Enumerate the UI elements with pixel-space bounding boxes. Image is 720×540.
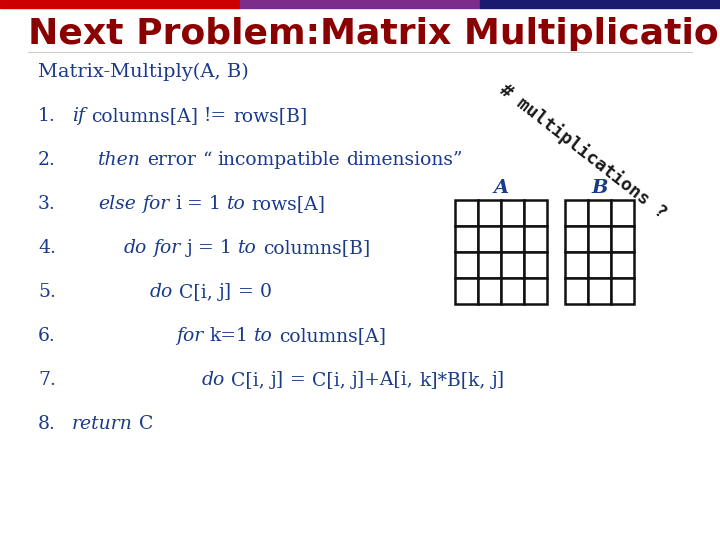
Text: k]*B[k,: k]*B[k,	[419, 371, 486, 389]
Text: columns[A]: columns[A]	[91, 107, 198, 125]
Bar	[240, 0, 480, 8]
Text: k=1: k=1	[210, 327, 248, 345]
Bar	[501, 226, 524, 252]
Text: columns[B]: columns[B]	[263, 239, 370, 257]
Bar	[524, 278, 547, 304]
Text: j]+A[i,: j]+A[i,	[351, 371, 413, 389]
Bar	[455, 278, 478, 304]
Text: 8.: 8.	[38, 415, 56, 433]
Text: !=: !=	[204, 107, 227, 125]
Bar	[501, 278, 524, 304]
Bar	[588, 200, 611, 226]
Text: 3.: 3.	[38, 195, 55, 213]
Text: j]: j]	[271, 371, 284, 389]
Text: j]: j]	[492, 371, 505, 389]
Text: for: for	[142, 195, 169, 213]
Text: incompatible: incompatible	[217, 151, 340, 169]
Text: Matrix-Multiply(A, B): Matrix-Multiply(A, B)	[38, 63, 248, 81]
Bar	[588, 226, 611, 252]
Bar	[565, 226, 588, 252]
Text: columns[A]: columns[A]	[279, 327, 386, 345]
Text: j]: j]	[219, 283, 232, 301]
Text: to: to	[227, 195, 246, 213]
Bar	[455, 252, 478, 278]
Text: 4.: 4.	[38, 239, 56, 257]
Text: =: =	[238, 283, 254, 301]
Bar	[0, 0, 240, 8]
Text: 1.: 1.	[38, 107, 55, 125]
Bar	[565, 278, 588, 304]
Bar	[524, 200, 547, 226]
Text: return: return	[72, 415, 133, 433]
Text: error: error	[147, 151, 196, 169]
Bar	[480, 0, 720, 8]
Text: C[i,: C[i,	[179, 283, 213, 301]
Bar	[478, 278, 501, 304]
Text: j: j	[186, 239, 192, 257]
Bar	[455, 226, 478, 252]
Bar	[588, 252, 611, 278]
Text: B: B	[591, 179, 608, 197]
Bar	[478, 226, 501, 252]
Text: else: else	[98, 195, 136, 213]
Bar	[611, 278, 634, 304]
Text: C[i,: C[i,	[312, 371, 346, 389]
Text: C: C	[139, 415, 153, 433]
Text: C[i,: C[i,	[231, 371, 265, 389]
Text: # multiplications ?: # multiplications ?	[496, 80, 670, 222]
Text: =: =	[187, 195, 203, 213]
Text: to: to	[238, 239, 256, 257]
Text: if: if	[72, 107, 85, 125]
Text: 6.: 6.	[38, 327, 55, 345]
Text: rows[B]: rows[B]	[233, 107, 307, 125]
Text: A: A	[493, 179, 508, 197]
Bar	[611, 252, 634, 278]
Text: 0: 0	[260, 283, 272, 301]
Text: 7.: 7.	[38, 371, 56, 389]
Bar	[524, 226, 547, 252]
Bar	[455, 200, 478, 226]
Bar	[501, 200, 524, 226]
Text: “: “	[202, 151, 211, 169]
Text: 1: 1	[209, 195, 221, 213]
Bar	[611, 226, 634, 252]
Text: 1: 1	[220, 239, 232, 257]
Text: 5.: 5.	[38, 283, 56, 301]
Bar	[565, 252, 588, 278]
Bar	[524, 252, 547, 278]
Bar	[588, 278, 611, 304]
Text: =: =	[198, 239, 214, 257]
Bar	[565, 200, 588, 226]
Text: do: do	[124, 239, 148, 257]
Bar	[611, 200, 634, 226]
Text: to: to	[254, 327, 273, 345]
Bar	[501, 252, 524, 278]
Text: then: then	[98, 151, 141, 169]
Text: dimensions”: dimensions”	[346, 151, 462, 169]
Text: =: =	[290, 371, 306, 389]
Text: 2.: 2.	[38, 151, 56, 169]
Text: do: do	[202, 371, 225, 389]
Text: i: i	[175, 195, 181, 213]
Text: for: for	[176, 327, 203, 345]
Text: do: do	[150, 283, 174, 301]
Text: for: for	[153, 239, 181, 257]
Bar	[478, 252, 501, 278]
Bar	[478, 200, 501, 226]
Text: Next Problem:Matrix Multiplication: Next Problem:Matrix Multiplication	[28, 17, 720, 51]
Text: rows[A]: rows[A]	[251, 195, 325, 213]
